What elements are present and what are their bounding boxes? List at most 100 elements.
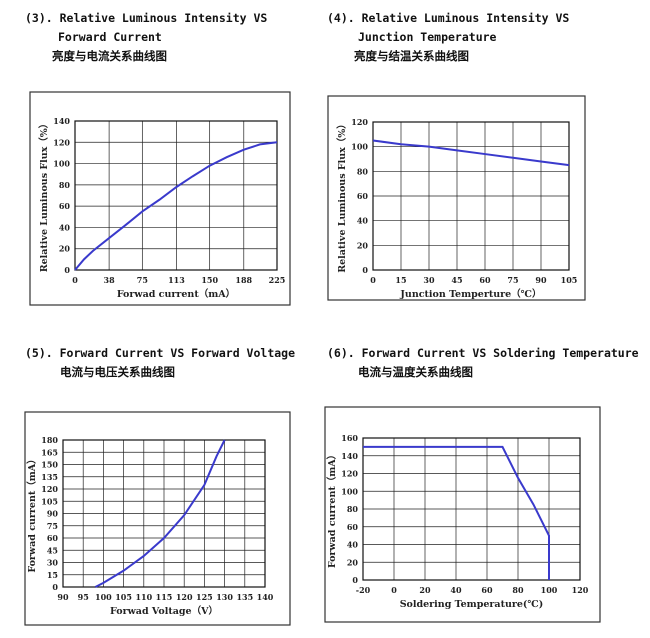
y-axis-label: Relative Luminous Flux（%） xyxy=(38,119,50,273)
plot-area xyxy=(372,121,570,271)
chart-title: 亮度与电流关系曲线图 xyxy=(52,49,167,63)
x-axis-label: Soldering Temperature(℃) xyxy=(400,599,544,610)
y-axis-label: Forwad current（mA） xyxy=(326,450,338,568)
y-tick-label: 0 xyxy=(64,265,70,275)
x-tick-label: 100 xyxy=(541,585,558,595)
y-tick-label: 0 xyxy=(52,582,58,592)
x-axis-label: Junction Temperture（℃） xyxy=(399,288,541,300)
x-tick-label: 80 xyxy=(512,585,524,595)
y-tick-label: 100 xyxy=(341,486,358,496)
y-tick-label: 40 xyxy=(59,222,71,232)
chart-title: (4). Relative Luminous Intensity VS xyxy=(327,11,569,25)
x-tick-label: 130 xyxy=(216,592,233,602)
panel-frame xyxy=(24,411,291,626)
chart-title: (3). Relative Luminous Intensity VS xyxy=(25,11,267,25)
panel-frame xyxy=(29,91,291,306)
chart-title: 电流与电压关系曲线图 xyxy=(60,365,175,379)
y-tick-label: 20 xyxy=(357,240,369,250)
x-tick-label: 113 xyxy=(168,275,185,285)
x-tick-label: 40 xyxy=(450,585,462,595)
y-tick-label: 135 xyxy=(41,472,58,482)
y-tick-label: 15 xyxy=(47,570,58,580)
x-axis-label: Forwad current（mA） xyxy=(117,288,235,300)
x-tick-label: 225 xyxy=(269,275,286,285)
x-tick-label: 140 xyxy=(257,592,274,602)
x-tick-label: 45 xyxy=(451,275,462,285)
y-tick-label: 60 xyxy=(59,201,71,211)
x-tick-label: 100 xyxy=(95,592,112,602)
plot-area xyxy=(74,120,278,271)
y-tick-label: 60 xyxy=(347,522,359,532)
x-tick-label: 38 xyxy=(104,275,116,285)
y-tick-label: 150 xyxy=(41,460,58,470)
chart-title: Junction Temperature xyxy=(358,30,497,44)
x-tick-label: 90 xyxy=(57,592,69,602)
x-tick-label: 0 xyxy=(72,275,78,285)
data-line xyxy=(74,141,278,271)
x-tick-label: 20 xyxy=(419,585,431,595)
chart-title: 亮度与结温关系曲线图 xyxy=(354,49,469,63)
y-tick-label: 45 xyxy=(47,545,58,555)
y-tick-label: 80 xyxy=(347,504,359,514)
y-tick-label: 120 xyxy=(53,137,70,147)
chart-title: (6). Forward Current VS Soldering Temper… xyxy=(327,346,639,360)
x-tick-label: 120 xyxy=(176,592,193,602)
data-line xyxy=(94,439,226,588)
chart-title: 电流与温度关系曲线图 xyxy=(358,365,473,379)
y-tick-label: 140 xyxy=(341,451,358,461)
y-tick-label: 20 xyxy=(347,557,359,567)
plot-area xyxy=(362,437,581,581)
y-tick-label: 90 xyxy=(47,509,59,519)
x-tick-label: 30 xyxy=(423,275,435,285)
y-tick-label: 140 xyxy=(53,116,70,126)
y-axis-label: Relative Luminous Flux（%） xyxy=(336,119,348,273)
panel-frame xyxy=(324,406,601,623)
x-tick-label: 115 xyxy=(156,592,173,602)
y-tick-label: 80 xyxy=(59,180,71,190)
x-axis-label: Forwad Voltage（V） xyxy=(110,605,218,617)
x-tick-label: -20 xyxy=(356,585,371,595)
y-tick-label: 120 xyxy=(41,484,58,494)
x-tick-label: 60 xyxy=(481,585,493,595)
y-tick-label: 165 xyxy=(41,447,58,457)
x-tick-label: 0 xyxy=(391,585,397,595)
y-tick-label: 0 xyxy=(352,575,358,585)
x-tick-label: 120 xyxy=(572,585,589,595)
y-tick-label: 105 xyxy=(41,496,58,506)
y-tick-label: 160 xyxy=(341,433,358,443)
y-tick-label: 75 xyxy=(47,521,58,531)
y-tick-label: 60 xyxy=(357,191,369,201)
x-tick-label: 150 xyxy=(201,275,218,285)
y-tick-label: 40 xyxy=(347,540,359,550)
x-tick-label: 188 xyxy=(235,275,252,285)
y-tick-label: 120 xyxy=(341,469,358,479)
x-tick-label: 125 xyxy=(196,592,213,602)
y-tick-label: 80 xyxy=(357,166,369,176)
x-tick-label: 95 xyxy=(78,592,89,602)
x-tick-label: 90 xyxy=(535,275,547,285)
y-tick-label: 100 xyxy=(351,142,368,152)
y-tick-label: 30 xyxy=(47,558,59,568)
x-tick-label: 75 xyxy=(137,275,148,285)
x-tick-label: 110 xyxy=(135,592,152,602)
x-tick-label: 135 xyxy=(236,592,253,602)
y-tick-label: 120 xyxy=(351,117,368,127)
data-line xyxy=(363,445,550,580)
x-tick-label: 105 xyxy=(561,275,578,285)
y-tick-label: 20 xyxy=(59,244,71,254)
data-line xyxy=(372,139,570,167)
panel-frame xyxy=(327,95,586,301)
x-tick-label: 75 xyxy=(507,275,518,285)
y-tick-label: 40 xyxy=(357,216,369,226)
chart-title: (5). Forward Current VS Forward Voltage xyxy=(25,346,295,360)
chart-title: Forward Current xyxy=(58,30,162,44)
y-tick-label: 100 xyxy=(53,159,70,169)
y-tick-label: 180 xyxy=(41,435,58,445)
plot-area xyxy=(62,439,266,588)
y-tick-label: 60 xyxy=(47,533,59,543)
x-tick-label: 0 xyxy=(370,275,376,285)
x-tick-label: 60 xyxy=(479,275,491,285)
x-tick-label: 15 xyxy=(395,275,406,285)
y-axis-label: Forwad current（mA） xyxy=(26,454,38,572)
